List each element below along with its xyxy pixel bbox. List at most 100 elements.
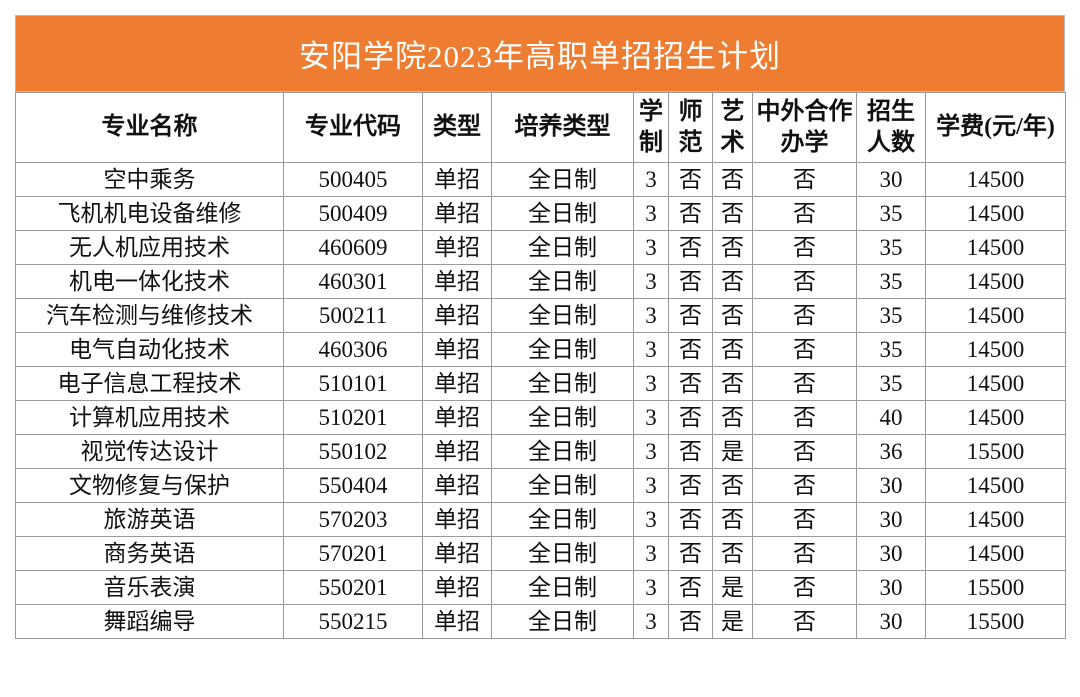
plan-table: 专业名称 专业代码 类型 培养类型 学制 师范 艺术 中外合作办学 招生人数 学费(元/年) 空中… [15, 92, 1066, 639]
table-cell: 是 [712, 570, 753, 605]
table-cell: 3 [633, 196, 669, 231]
table-cell: 单招 [422, 536, 492, 571]
table-cell: 否 [668, 230, 713, 265]
table-cell: 否 [668, 434, 713, 469]
table-cell: 500211 [283, 298, 423, 333]
table-cell: 空中乘务 [15, 162, 284, 197]
table-cell: 否 [668, 162, 713, 197]
table-cell: 否 [668, 196, 713, 231]
table-cell: 否 [668, 298, 713, 333]
table-cell: 15500 [925, 434, 1066, 469]
table-cell: 旅游英语 [15, 502, 284, 537]
table-cell: 否 [712, 264, 753, 299]
table-cell: 全日制 [491, 332, 634, 367]
table-cell: 14500 [925, 230, 1066, 265]
table-cell: 单招 [422, 264, 492, 299]
table-cell: 全日制 [491, 230, 634, 265]
table-row: 电气自动化技术 460306 单招 全日制 3 否否否 35 14500 [15, 332, 1066, 367]
table-cell: 35 [856, 196, 926, 231]
table-cell: 否 [668, 400, 713, 435]
table-cell: 3 [633, 570, 669, 605]
table-row: 计算机应用技术 510201 单招 全日制 3 否否否 40 14500 [15, 400, 1066, 435]
table-row: 舞蹈编导 550215 单招 全日制 3 否是否 30 15500 [15, 604, 1066, 639]
table-cell: 全日制 [491, 468, 634, 503]
table-cell: 3 [633, 332, 669, 367]
table-cell: 全日制 [491, 570, 634, 605]
table-cell: 否 [752, 604, 857, 639]
table-cell: 570203 [283, 502, 423, 537]
table-cell: 3 [633, 162, 669, 197]
table-cell: 否 [668, 604, 713, 639]
table-cell: 单招 [422, 434, 492, 469]
header-cell: 中外合作办学 [752, 92, 857, 163]
table-cell: 电气自动化技术 [15, 332, 284, 367]
header-cell: 学制 [633, 92, 669, 163]
table-cell: 舞蹈编导 [15, 604, 284, 639]
table-cell: 是 [712, 434, 753, 469]
table-row: 汽车检测与维修技术 500211 单招 全日制 3 否否否 35 14500 [15, 298, 1066, 333]
table-cell: 3 [633, 502, 669, 537]
table-cell: 30 [856, 468, 926, 503]
table-cell: 3 [633, 298, 669, 333]
table-cell: 全日制 [491, 536, 634, 571]
table-cell: 单招 [422, 400, 492, 435]
header-cell: 培养类型 [491, 92, 634, 163]
header-cell: 招生人数 [856, 92, 926, 163]
table-cell: 否 [752, 434, 857, 469]
table-cell: 视觉传达设计 [15, 434, 284, 469]
table-cell: 3 [633, 366, 669, 401]
table-cell: 全日制 [491, 196, 634, 231]
table-cell: 35 [856, 264, 926, 299]
table-cell: 14500 [925, 366, 1066, 401]
table-cell: 14500 [925, 400, 1066, 435]
table-cell: 商务英语 [15, 536, 284, 571]
table-cell: 550215 [283, 604, 423, 639]
table-cell: 550102 [283, 434, 423, 469]
table-cell: 否 [752, 468, 857, 503]
table-cell: 550201 [283, 570, 423, 605]
table-cell: 否 [668, 332, 713, 367]
table-cell: 14500 [925, 468, 1066, 503]
header-cell: 专业名称 [15, 92, 284, 163]
table-cell: 否 [668, 366, 713, 401]
table-row: 音乐表演 550201 单招 全日制 3 否是否 30 15500 [15, 570, 1066, 605]
table-cell: 单招 [422, 230, 492, 265]
table-cell: 否 [752, 230, 857, 265]
table-cell: 否 [712, 366, 753, 401]
header-cell: 专业代码 [283, 92, 423, 163]
table-cell: 否 [752, 502, 857, 537]
table-cell: 否 [712, 468, 753, 503]
table-cell: 14500 [925, 196, 1066, 231]
table-cell: 否 [668, 536, 713, 571]
table-cell: 14500 [925, 298, 1066, 333]
table-cell: 40 [856, 400, 926, 435]
table-cell: 飞机机电设备维修 [15, 196, 284, 231]
table-cell: 单招 [422, 162, 492, 197]
table-cell: 3 [633, 400, 669, 435]
table-cell: 否 [752, 570, 857, 605]
header-cell: 艺术 [712, 92, 753, 163]
table-cell: 510101 [283, 366, 423, 401]
table-cell: 14500 [925, 536, 1066, 571]
table-cell: 单招 [422, 366, 492, 401]
table-cell: 15500 [925, 604, 1066, 639]
table-cell: 460609 [283, 230, 423, 265]
table-row: 无人机应用技术 460609 单招 全日制 3 否否否 35 14500 [15, 230, 1066, 265]
table-cell: 3 [633, 230, 669, 265]
header-cell: 学费(元/年) [925, 92, 1066, 163]
table-row: 商务英语 570201 单招 全日制 3 否否否 30 14500 [15, 536, 1066, 571]
table-cell: 否 [712, 196, 753, 231]
table-cell: 35 [856, 298, 926, 333]
table-cell: 单招 [422, 604, 492, 639]
table-cell: 全日制 [491, 162, 634, 197]
table-cell: 30 [856, 162, 926, 197]
table-cell: 无人机应用技术 [15, 230, 284, 265]
table-row: 文物修复与保护 550404 单招 全日制 3 否否否 30 14500 [15, 468, 1066, 503]
table-cell: 3 [633, 536, 669, 571]
table-cell: 550404 [283, 468, 423, 503]
table-cell: 14500 [925, 502, 1066, 537]
table-cell: 单招 [422, 570, 492, 605]
table-cell: 单招 [422, 298, 492, 333]
table-row: 飞机机电设备维修 500409 单招 全日制 3 否否否 35 14500 [15, 196, 1066, 231]
